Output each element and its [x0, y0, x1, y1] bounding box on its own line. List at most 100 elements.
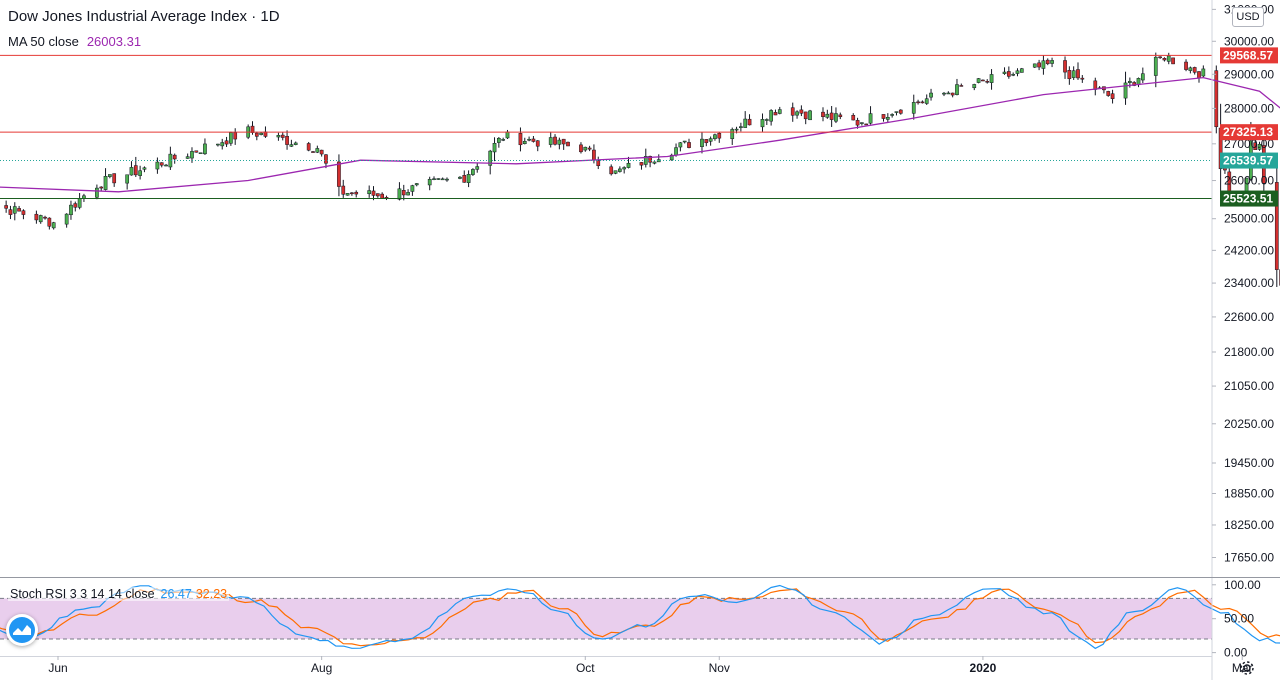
candle	[428, 177, 431, 190]
candle	[1081, 75, 1084, 83]
chart-title: Dow Jones Industrial Average Index · 1D	[8, 8, 280, 25]
candle-body	[618, 169, 621, 172]
candle	[891, 113, 894, 117]
candle-body	[1046, 60, 1049, 64]
candle	[78, 193, 81, 209]
candle-body	[882, 114, 885, 118]
candle	[869, 106, 872, 124]
candle	[705, 139, 708, 146]
candle-body	[687, 142, 690, 147]
candle	[947, 91, 950, 94]
candle-body	[1128, 81, 1131, 82]
candle	[990, 69, 993, 90]
candle-body	[506, 132, 509, 138]
candle-body	[947, 93, 950, 94]
rsi-k-value: 26.47	[161, 587, 192, 601]
candle	[588, 146, 591, 151]
candle-body	[277, 135, 280, 137]
candle	[126, 175, 129, 190]
candle-body	[346, 193, 349, 195]
candle-body	[251, 126, 254, 132]
candle	[977, 78, 980, 83]
candle-body	[48, 218, 51, 226]
candle	[316, 146, 319, 153]
candle	[199, 153, 202, 154]
candle-body	[1094, 81, 1097, 90]
candle	[502, 138, 505, 141]
price-tick-label: 30000.00	[1224, 34, 1274, 48]
candle-body	[43, 217, 46, 218]
candle	[532, 136, 535, 143]
candle	[558, 138, 561, 150]
candle-body	[592, 150, 595, 160]
price-tick-label: 21050.00	[1224, 379, 1274, 393]
candle-body	[925, 99, 928, 104]
candle-body	[307, 143, 310, 150]
candle	[679, 142, 682, 151]
candle	[225, 137, 228, 147]
candle	[584, 147, 587, 152]
candle	[255, 132, 258, 140]
candle	[1042, 56, 1045, 75]
candle-body	[502, 139, 505, 140]
candle	[1068, 66, 1071, 84]
candle	[458, 176, 461, 179]
candle-body	[869, 114, 872, 124]
candle	[285, 130, 288, 149]
candle-body	[1163, 58, 1166, 60]
candle-body	[398, 189, 401, 199]
candle	[1189, 67, 1192, 74]
candle-body	[69, 205, 72, 215]
candle	[761, 113, 764, 131]
price-pane[interactable]	[0, 53, 1280, 541]
candle	[108, 174, 111, 178]
candle	[1072, 66, 1075, 80]
currency-badge[interactable]: USD	[1232, 7, 1264, 27]
candle	[1141, 68, 1144, 83]
tradingview-logo-icon[interactable]	[6, 614, 38, 646]
candle-body	[977, 79, 980, 83]
candle	[346, 193, 349, 196]
rsi-legend-label: Stoch RSI 3 3 14 14 close	[10, 587, 155, 601]
candle-body	[1202, 69, 1205, 76]
candle-body	[221, 142, 224, 145]
candle-body	[78, 199, 81, 208]
candle-body	[674, 148, 677, 156]
candle	[718, 132, 721, 143]
candle-body	[731, 129, 734, 138]
candle	[1124, 72, 1127, 105]
gear-icon[interactable]	[1238, 659, 1256, 677]
candle	[973, 84, 976, 90]
candle	[800, 105, 803, 116]
candle-body	[960, 85, 963, 86]
candle	[1202, 65, 1205, 77]
candle	[986, 79, 989, 83]
candle-body	[579, 145, 582, 152]
candle-body	[1003, 72, 1006, 74]
candle	[203, 138, 206, 154]
candle	[95, 185, 98, 200]
candle	[160, 162, 163, 167]
candle-body	[368, 191, 371, 194]
candle-body	[108, 174, 111, 176]
candle	[368, 185, 371, 197]
candle-body	[584, 147, 587, 150]
candle	[48, 217, 51, 229]
candle	[43, 216, 46, 220]
candle	[739, 123, 742, 132]
candle-body	[683, 141, 686, 142]
candle	[860, 122, 863, 125]
candle	[566, 142, 569, 146]
candle	[1033, 63, 1036, 68]
candle	[899, 109, 902, 115]
tradingview-logo-glyph	[6, 614, 38, 646]
candle	[441, 177, 444, 179]
candle-body	[294, 143, 297, 145]
candle-body	[65, 214, 68, 224]
candle	[744, 111, 747, 128]
candle	[1076, 62, 1079, 80]
candle	[942, 92, 945, 96]
